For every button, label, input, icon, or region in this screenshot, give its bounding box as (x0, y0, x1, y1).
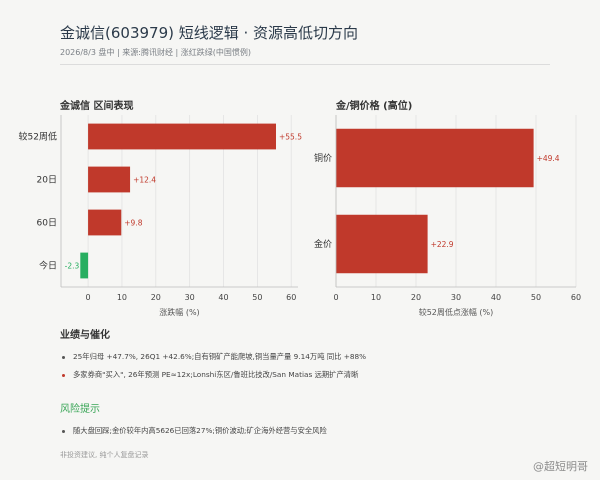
bar-value-label: +49.4 (537, 154, 560, 163)
x-tick-label: 30 (185, 293, 195, 302)
x-tick-label: 60 (286, 293, 296, 302)
x-tick-label: 50 (252, 293, 262, 302)
chart-title: 金诚信 区间表现 (59, 99, 133, 112)
bar (336, 214, 428, 274)
x-tick-label: 10 (117, 293, 127, 302)
bar-value-label: +22.9 (431, 240, 454, 249)
header-divider (60, 64, 550, 65)
x-tick-label: 60 (571, 293, 581, 302)
bullet-dot-icon (62, 429, 65, 433)
bullet-dot-icon (62, 355, 65, 359)
bar (88, 209, 122, 236)
risk-bullet: 随大盘回踩;金价较年内高5626已回落27%;铜价波动;矿企海外经营与安全风险 (62, 426, 327, 436)
y-category-label: 20日 (37, 175, 57, 186)
bar-value-label: +55.5 (279, 133, 302, 142)
bar (88, 123, 276, 150)
bar (80, 252, 89, 279)
bar-value-label: +9.8 (124, 219, 142, 228)
x-tick-label: 40 (218, 293, 228, 302)
y-category-label: 金价 (314, 238, 332, 250)
x-tick-label: 20 (411, 293, 421, 302)
bar-value-label: -2.3 (65, 262, 80, 271)
y-category-label: 今日 (39, 260, 57, 272)
bar (336, 128, 534, 188)
page-title: 金诚信(603979) 短线逻辑 · 资源高低切方向 (60, 24, 359, 42)
x-tick-label: 20 (151, 293, 161, 302)
y-category-label: 60日 (37, 218, 57, 229)
chart-stock-performance: 金诚信 区间表现 0 10 20 30 40 50 60 涨跌幅 (%) 较52周低 +55.5 20… (19, 99, 303, 317)
bar-value-label: +12.4 (133, 176, 156, 185)
risk-heading: 风险提示 (60, 404, 100, 415)
disclaimer-footnote: 非投资建议, 纯个人复盘记录 (60, 451, 149, 459)
y-category-label: 较52周低 (19, 131, 57, 143)
x-tick-label: 40 (491, 293, 501, 302)
performance-bullet: 多家券商"买入", 26年预测 PE≈12x;Lonshi东区/鲁班比技改/Sa… (62, 370, 358, 380)
performance-bullet: 25年归母 +47.7%, 26Q1 +42.6%;自有铜矿产能爬坡,铜当量产量… (62, 352, 366, 362)
y-category-label: 铜价 (314, 152, 332, 164)
page-subtitle: 2026/8/3 盘中 | 来源:腾讯财经 | 涨红跌绿(中国惯例) (60, 48, 251, 57)
chart-title: 金/铜价格 (高位) (335, 99, 412, 112)
x-axis-label: 涨跌幅 (%) (159, 307, 199, 317)
author-watermark: @超短明哥 (533, 460, 588, 473)
x-tick-label: 10 (371, 293, 381, 302)
bullet-dot-icon (62, 373, 65, 377)
x-tick-label: 0 (333, 293, 338, 302)
chart-gold-copper: 金/铜价格 (高位) 0 10 20 30 40 50 60 较52周低点涨幅 (%) 铜价 +49… (314, 99, 581, 317)
x-tick-label: 50 (531, 293, 541, 302)
bar (88, 166, 131, 193)
performance-heading: 业绩与催化 (60, 330, 110, 341)
x-tick-label: 30 (451, 293, 461, 302)
x-tick-label: 0 (86, 293, 91, 302)
x-axis-label: 较52周低点涨幅 (%) (419, 307, 494, 317)
